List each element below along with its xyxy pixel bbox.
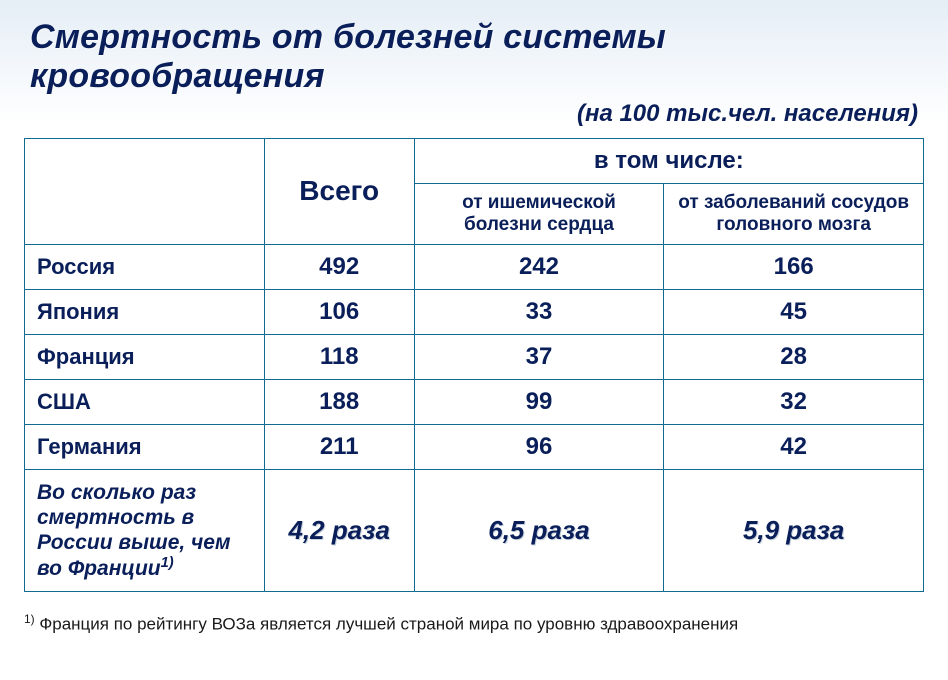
footnote-marker: 1) [24,612,35,626]
table-row: Германия 211 96 42 [25,424,924,469]
summary-question-text: Во сколько раз смертность в России выше,… [37,481,231,581]
cell-cerebral: 45 [664,289,924,334]
header-cerebral: от заболеваний сосудов головного мозга [664,184,924,245]
footnote-text: Франция по рейтингу ВОЗа является лучшей… [39,615,738,634]
cell-total: 492 [264,244,414,289]
header-blank [25,139,265,245]
table-row: Россия 492 242 166 [25,244,924,289]
summary-ischemic-ratio: 6,5 раза [414,469,664,592]
cell-ischemic: 33 [414,289,664,334]
summary-cerebral-ratio: 5,9 раза [664,469,924,592]
header-total: Всего [264,139,414,245]
cell-country: Франция [25,334,265,379]
cell-total: 118 [264,334,414,379]
cell-total: 188 [264,379,414,424]
cell-country: Германия [25,424,265,469]
cell-country: Япония [25,289,265,334]
page-title: Смертность от болезней системы кровообра… [0,0,948,96]
cell-country: Россия [25,244,265,289]
table-row: Франция 118 37 28 [25,334,924,379]
cell-cerebral: 32 [664,379,924,424]
summary-row: Во сколько раз смертность в России выше,… [25,469,924,592]
cell-ischemic: 99 [414,379,664,424]
header-ischemic: от ишемической болезни сердца [414,184,664,245]
table-header-row-1: Всего в том числе: [25,139,924,184]
summary-total-ratio: 4,2 раза [264,469,414,592]
table-row: Япония 106 33 45 [25,289,924,334]
summary-question: Во сколько раз смертность в России выше,… [25,469,265,592]
footnote: 1) Франция по рейтингу ВОЗа является луч… [0,592,948,635]
cell-ischemic: 37 [414,334,664,379]
cell-cerebral: 28 [664,334,924,379]
cell-country: США [25,379,265,424]
cell-cerebral: 42 [664,424,924,469]
summary-question-sup: 1) [161,555,174,571]
slide: Смертность от болезней системы кровообра… [0,0,948,680]
mortality-table: Всего в том числе: от ишемической болезн… [24,138,924,592]
page-subtitle: (на 100 тыс.чел. населения) [0,96,948,138]
cell-total: 211 [264,424,414,469]
table-row: США 188 99 32 [25,379,924,424]
header-including: в том числе: [414,139,923,184]
cell-ischemic: 96 [414,424,664,469]
cell-cerebral: 166 [664,244,924,289]
cell-ischemic: 242 [414,244,664,289]
cell-total: 106 [264,289,414,334]
